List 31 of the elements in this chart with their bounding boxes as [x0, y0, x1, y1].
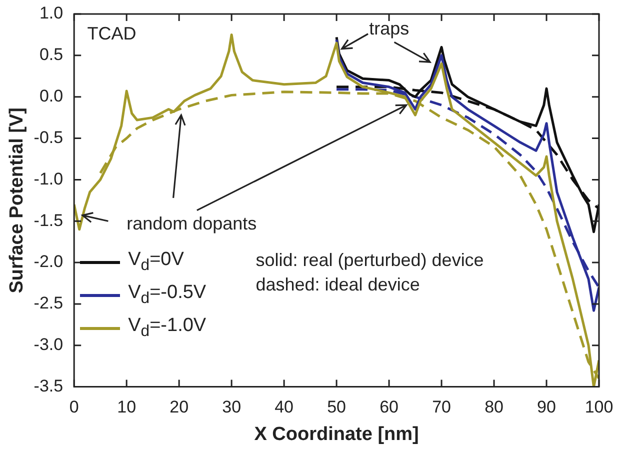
annotation: random dopants: [126, 213, 257, 234]
y-tick-label: -1.0: [34, 169, 64, 188]
x-tick-label: 100: [584, 398, 614, 417]
legend-label: V$_{d}$=-1.0V: [128, 315, 206, 342]
y-tick-label: 0.5: [39, 45, 64, 64]
annotation: dashed: ideal device: [256, 274, 420, 295]
x-tick-label: 80: [484, 398, 504, 417]
y-tick-label: 0.0: [39, 86, 64, 106]
x-tick-label: 30: [222, 398, 242, 417]
annotation: solid: real (perturbed) device: [256, 250, 484, 270]
x-tick-label: 10: [117, 398, 136, 417]
x-tick-label: 90: [537, 398, 556, 417]
x-tick-label: 70: [432, 398, 451, 417]
y-tick-label: -2.5: [34, 294, 64, 313]
x-tick-label: 40: [274, 398, 294, 417]
x-tick-label: 20: [170, 398, 189, 417]
y-tick-label: -1.5: [34, 210, 64, 230]
x-tick-label: 60: [380, 398, 398, 417]
y-tick-label: -3.5: [34, 376, 64, 396]
legend-label: V$_{d}$=0V: [128, 249, 184, 276]
x-axis-title: X Coordinate [nm]: [254, 424, 419, 445]
y-axis-title: Surface Potential [V]: [6, 107, 28, 294]
y-tick-label: -0.5: [34, 128, 64, 147]
legend-label: V$_{d}$=-0.5V: [128, 282, 206, 308]
y-tick-label: -3.0: [34, 335, 64, 354]
annotation: TCAD: [87, 24, 136, 44]
x-tick-label: 50: [327, 398, 346, 417]
annotation: traps: [369, 18, 410, 39]
y-tick-label: -2.0: [34, 252, 64, 272]
y-tick-label: 1.0: [39, 4, 64, 23]
x-tick-label: 0: [69, 398, 79, 417]
